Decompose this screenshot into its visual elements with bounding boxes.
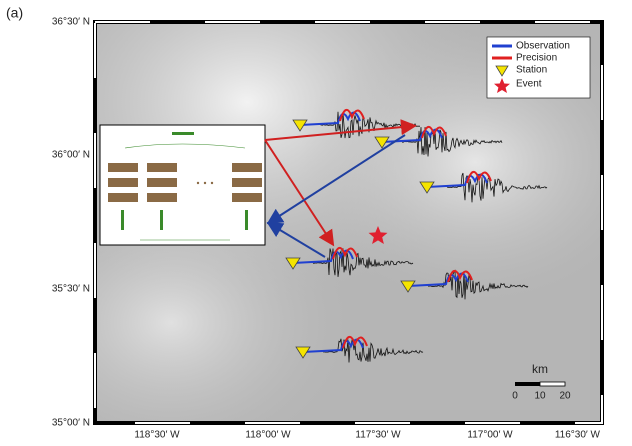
lat-label: 35°30′ N [52, 284, 90, 295]
map-figure: (a) Observation Precision [0, 0, 632, 441]
lon-label: 117°30′ W [355, 430, 401, 441]
inset-diagram [100, 125, 265, 245]
lat-label: 35°00′ N [52, 418, 90, 429]
lon-label: 116°30′ W [555, 430, 601, 441]
legend: Observation Precision Station Event [487, 37, 590, 98]
lon-label: 117°00′ W [467, 430, 513, 441]
legend-label: Precision [516, 53, 557, 64]
lat-label: 36°30′ N [52, 17, 90, 28]
lon-label: 118°30′ W [134, 430, 180, 441]
lon-label: 118°00′ W [245, 430, 291, 441]
legend-label: Event [516, 79, 542, 90]
scale-tick: 20 [559, 391, 571, 402]
lat-labels: 36°30′ N 36°00′ N 35°30′ N 35°00′ N [52, 17, 90, 429]
panel-label: (a) [6, 5, 23, 21]
scale-tick: 0 [512, 391, 518, 402]
legend-label: Station [516, 65, 547, 76]
lat-label: 36°00′ N [52, 150, 90, 161]
legend-label: Observation [516, 41, 570, 52]
lon-labels: 118°30′ W 118°00′ W 117°30′ W 117°00′ W … [134, 430, 600, 441]
scale-tick: 10 [534, 391, 546, 402]
scale-unit: km [532, 362, 548, 376]
